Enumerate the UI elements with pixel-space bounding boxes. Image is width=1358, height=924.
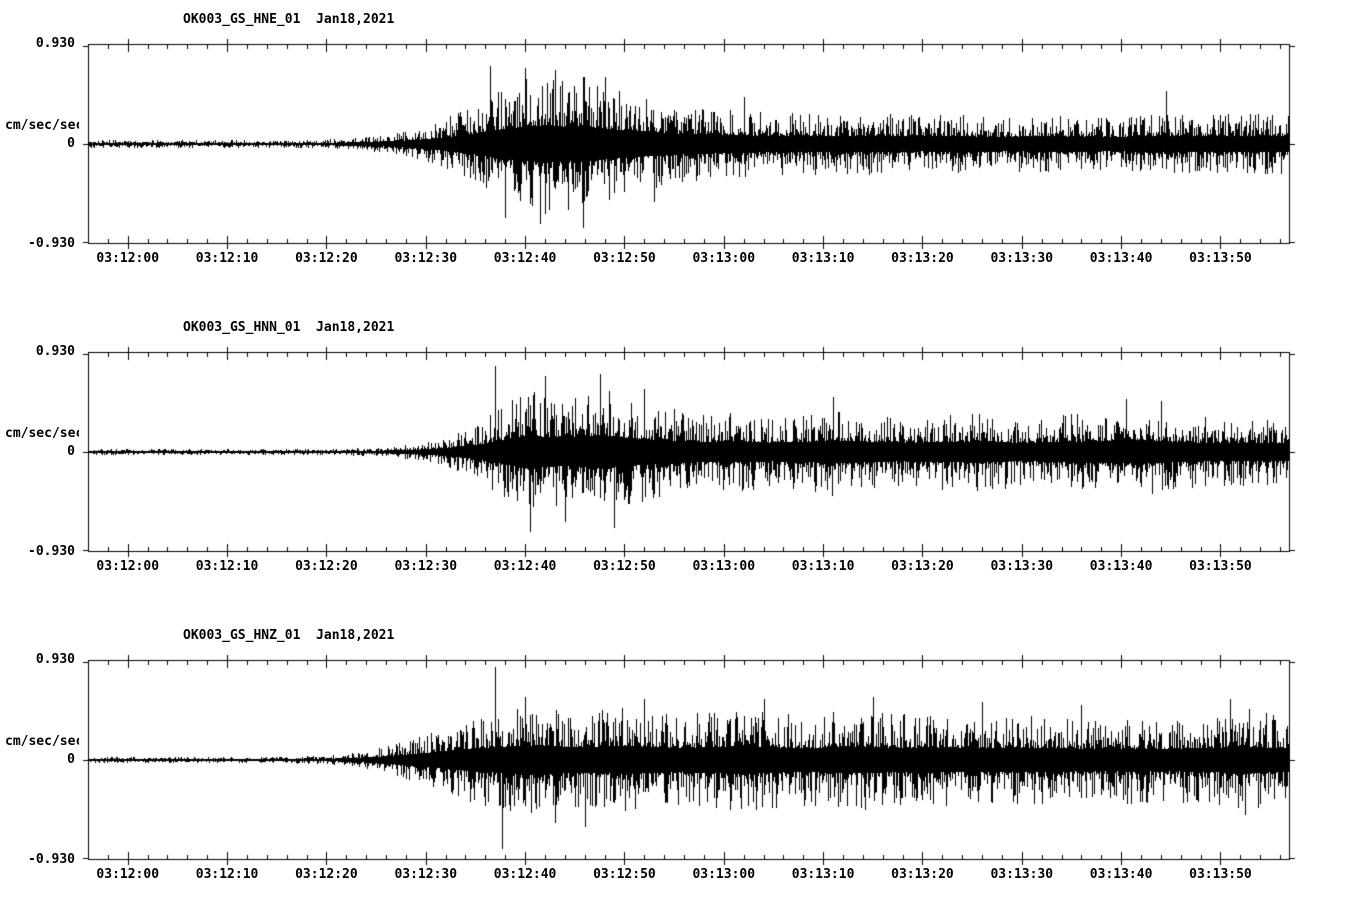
x-tick-label: 03:12:00 [96,867,160,882]
trace-title-hne: OK003_GS_HNE_01 Jan18,2021 [183,12,395,27]
waveform-canvas-hne [79,36,1299,266]
x-tick-label: 03:12:20 [295,867,358,882]
x-tick-label: 03:13:20 [891,867,954,882]
y-axis-labels-hnz: 0.930 cm/sec/sec 0 -0.930 [0,626,83,886]
y-tick-min: -0.930 [28,852,75,867]
y-axis-units: cm/sec/sec [5,734,84,749]
x-tick-label: 03:13:00 [692,559,756,574]
x-tick-label: 03:13:50 [1189,867,1252,882]
x-tick-label: 03:13:40 [1089,251,1153,266]
x-tick-label: 03:12:20 [295,559,358,574]
y-tick-zero: 0 [67,752,75,767]
x-tick-label: 03:12:00 [96,559,160,574]
y-tick-max: 0.930 [35,344,75,359]
x-tick-label: 03:13:10 [791,251,855,266]
x-tick-label: 03:13:00 [692,251,756,266]
x-tick-label: 03:13:10 [791,867,855,882]
x-tick-label: 03:13:10 [791,559,855,574]
trace-title-hnn: OK003_GS_HNN_01 Jan18,2021 [183,320,395,335]
x-axis-labels-hnz: 03:12:00 03:12:10 03:12:20 03:12:30 03:12:40… [79,867,1299,883]
x-tick-label: 03:12:50 [593,867,656,882]
seismogram-panel-hne: OK003_GS_HNE_01 Jan18,2021 0.930 cm/sec/… [0,10,1358,310]
x-tick-label: 03:13:30 [990,559,1054,574]
x-axis-labels-hnn: 03:12:00 03:12:10 03:12:20 03:12:30 03:12:40… [79,559,1299,575]
x-tick-label: 03:13:20 [891,559,954,574]
y-tick-min: -0.930 [28,544,75,559]
y-axis-labels-hne: 0.930 cm/sec/sec 0 -0.930 [0,10,83,270]
x-tick-label: 03:12:30 [394,559,458,574]
x-tick-label: 03:12:20 [295,251,358,266]
x-tick-label: 03:12:10 [195,559,259,574]
seismogram-panel-hnn: OK003_GS_HNN_01 Jan18,2021 0.930 cm/sec/… [0,318,1358,618]
x-tick-label: 03:12:40 [493,251,557,266]
x-tick-label: 03:12:50 [593,251,656,266]
x-tick-label: 03:13:40 [1089,867,1153,882]
x-tick-label: 03:13:30 [990,867,1054,882]
x-tick-label: 03:12:30 [394,867,458,882]
x-tick-label: 03:12:10 [195,867,259,882]
y-axis-units: cm/sec/sec [5,118,84,133]
waveform-canvas-hnn [79,344,1299,574]
y-tick-zero: 0 [67,444,75,459]
x-tick-label: 03:13:50 [1189,559,1252,574]
y-axis-units: cm/sec/sec [5,426,84,441]
x-tick-label: 03:12:40 [493,559,557,574]
seismogram-panel-hnz: OK003_GS_HNZ_01 Jan18,2021 0.930 cm/sec/… [0,626,1358,924]
x-tick-label: 03:12:10 [195,251,259,266]
x-axis-labels-hne: 03:12:00 03:12:10 03:12:20 03:12:30 03:12:40… [79,251,1299,267]
x-tick-label: 03:12:00 [96,251,160,266]
x-tick-label: 03:13:50 [1189,251,1252,266]
trace-title-hnz: OK003_GS_HNZ_01 Jan18,2021 [183,628,395,643]
waveform-canvas-hnz [79,652,1299,882]
x-tick-label: 03:13:20 [891,251,954,266]
x-tick-label: 03:13:30 [990,251,1054,266]
y-tick-max: 0.930 [35,652,75,667]
x-tick-label: 03:12:50 [593,559,656,574]
y-tick-min: -0.930 [28,236,75,251]
x-tick-label: 03:12:30 [394,251,458,266]
x-tick-label: 03:12:40 [493,867,557,882]
x-tick-label: 03:13:00 [692,867,756,882]
y-tick-max: 0.930 [35,36,75,51]
y-tick-zero: 0 [67,136,75,151]
y-axis-labels-hnn: 0.930 cm/sec/sec 0 -0.930 [0,318,83,578]
x-tick-label: 03:13:40 [1089,559,1153,574]
